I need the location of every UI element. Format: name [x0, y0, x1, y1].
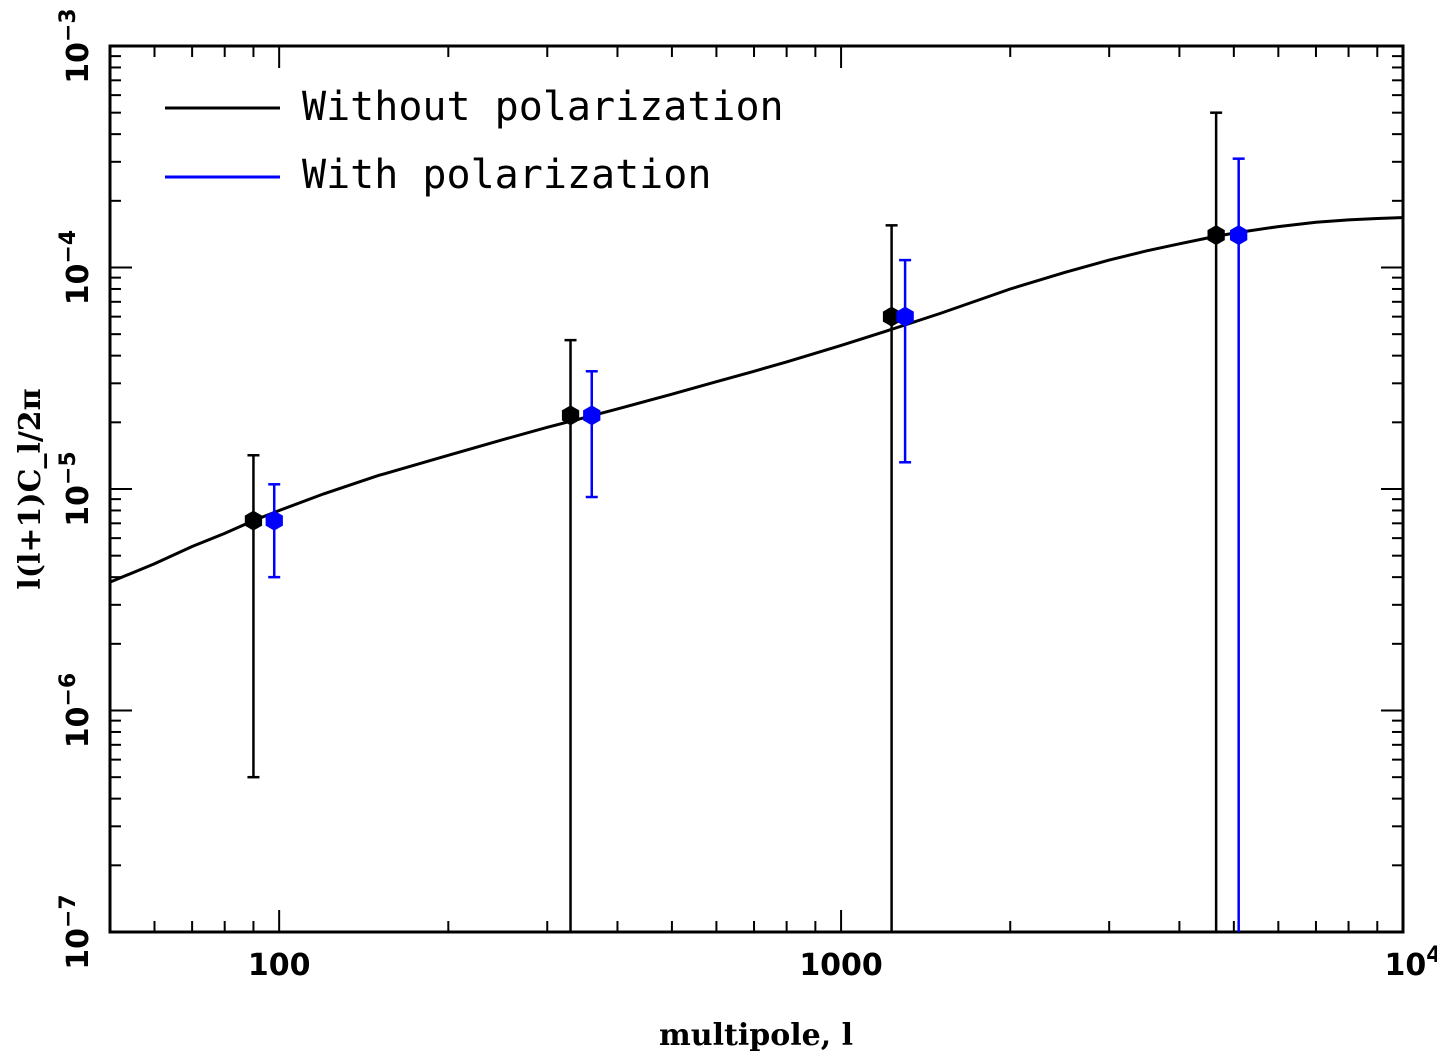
legend: Without polarization With polarization	[165, 84, 784, 198]
y-tick-label: 10−3	[56, 8, 96, 84]
data-point	[583, 405, 601, 426]
x-tick-label: 100	[248, 948, 311, 983]
theory-curve	[109, 216, 1404, 584]
major-ticks	[110, 46, 1404, 933]
y-tick-label-base: 10	[61, 485, 96, 527]
x-axis-title: multipole, l	[659, 1018, 853, 1053]
data-point	[896, 306, 914, 327]
x-tick-label-base: 1000	[799, 948, 883, 983]
y-tick-label-base: 10	[61, 264, 96, 306]
y-tick-label: 10−7	[56, 894, 96, 970]
y-tick-label-base: 10	[61, 42, 96, 84]
y-tick-label-exponent: −5	[56, 451, 81, 485]
data-point	[561, 405, 580, 426]
minor-ticks	[109, 46, 1403, 932]
series-without-polarization	[244, 111, 1225, 932]
x-tick-label-base: 100	[248, 948, 311, 983]
x-tick-label: 1000	[799, 948, 883, 983]
data-point	[265, 510, 283, 531]
x-tick-label-base: 10	[1384, 948, 1426, 983]
y-tick-label: 10−6	[56, 673, 96, 749]
data-point	[1207, 225, 1225, 246]
series-with-polarization	[265, 157, 1248, 932]
y-tick-label: 10−4	[56, 230, 96, 306]
y-tick-label-base: 10	[61, 928, 96, 970]
y-tick-labels: 10−710−610−510−410−3	[56, 8, 96, 970]
y-tick-label-base: 10	[61, 707, 96, 749]
y-tick-label-exponent: −4	[56, 230, 81, 264]
x-tick-label-exponent: 4	[1426, 943, 1437, 968]
data-point	[244, 510, 263, 531]
legend-label-with-polarization: With polarization	[302, 152, 711, 198]
x-tick-labels: 100 1000 104	[248, 943, 1437, 983]
y-tick-label: 10−5	[56, 451, 96, 527]
data-series	[244, 111, 1248, 932]
x-tick-label: 104	[1384, 943, 1437, 983]
y-axis-title: l(l+1)C_l/2π	[13, 388, 48, 589]
y-tick-label-exponent: −7	[56, 894, 81, 928]
data-point	[882, 306, 901, 327]
data-point	[1230, 225, 1248, 246]
legend-label-without-polarization: Without polarization	[302, 84, 784, 130]
y-tick-label-exponent: −3	[56, 8, 81, 42]
y-tick-label-exponent: −6	[56, 673, 81, 707]
